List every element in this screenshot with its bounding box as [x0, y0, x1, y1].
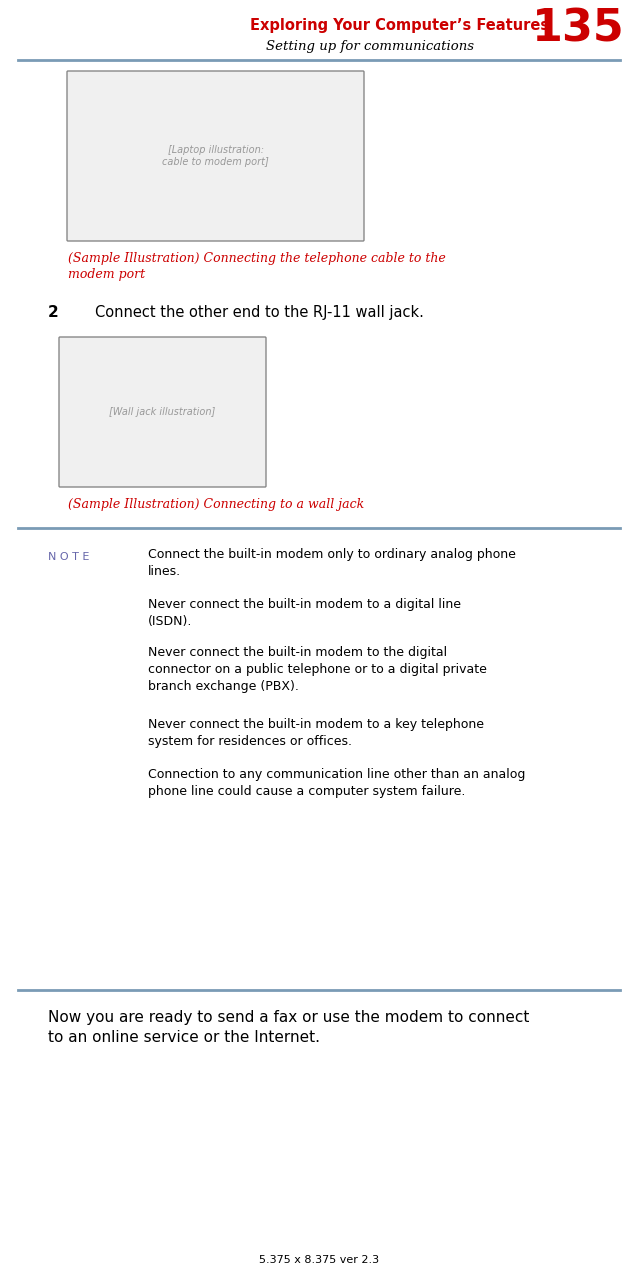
Text: 135: 135: [532, 8, 625, 51]
Text: Never connect the built-in modem to the digital
connector on a public telephone : Never connect the built-in modem to the …: [148, 646, 487, 693]
Text: Connection to any communication line other than an analog
phone line could cause: Connection to any communication line oth…: [148, 768, 525, 798]
Text: to an online service or the Internet.: to an online service or the Internet.: [48, 1030, 320, 1045]
Text: 5.375 x 8.375 ver 2.3: 5.375 x 8.375 ver 2.3: [259, 1254, 379, 1265]
Text: Never connect the built-in modem to a digital line
(ISDN).: Never connect the built-in modem to a di…: [148, 597, 461, 628]
Text: [Laptop illustration:
cable to modem port]: [Laptop illustration: cable to modem por…: [162, 145, 269, 167]
Text: (Sample Illustration) Connecting to a wall jack: (Sample Illustration) Connecting to a wa…: [68, 498, 364, 511]
Text: 2: 2: [48, 305, 59, 320]
Text: Setting up for communications: Setting up for communications: [266, 39, 474, 53]
FancyBboxPatch shape: [59, 337, 266, 487]
Text: N O T E: N O T E: [48, 552, 89, 562]
Text: Exploring Your Computer’s Features: Exploring Your Computer’s Features: [251, 18, 549, 33]
Text: modem port: modem port: [68, 268, 145, 281]
Text: Connect the other end to the RJ-11 wall jack.: Connect the other end to the RJ-11 wall …: [95, 305, 424, 320]
Text: [Wall jack illustration]: [Wall jack illustration]: [109, 407, 216, 417]
FancyBboxPatch shape: [67, 71, 364, 241]
Text: Connect the built-in modem only to ordinary analog phone
lines.: Connect the built-in modem only to ordin…: [148, 548, 516, 578]
Text: (Sample Illustration) Connecting the telephone cable to the: (Sample Illustration) Connecting the tel…: [68, 252, 446, 264]
Text: Now you are ready to send a fax or use the modem to connect: Now you are ready to send a fax or use t…: [48, 1010, 530, 1024]
Text: Never connect the built-in modem to a key telephone
system for residences or off: Never connect the built-in modem to a ke…: [148, 718, 484, 749]
